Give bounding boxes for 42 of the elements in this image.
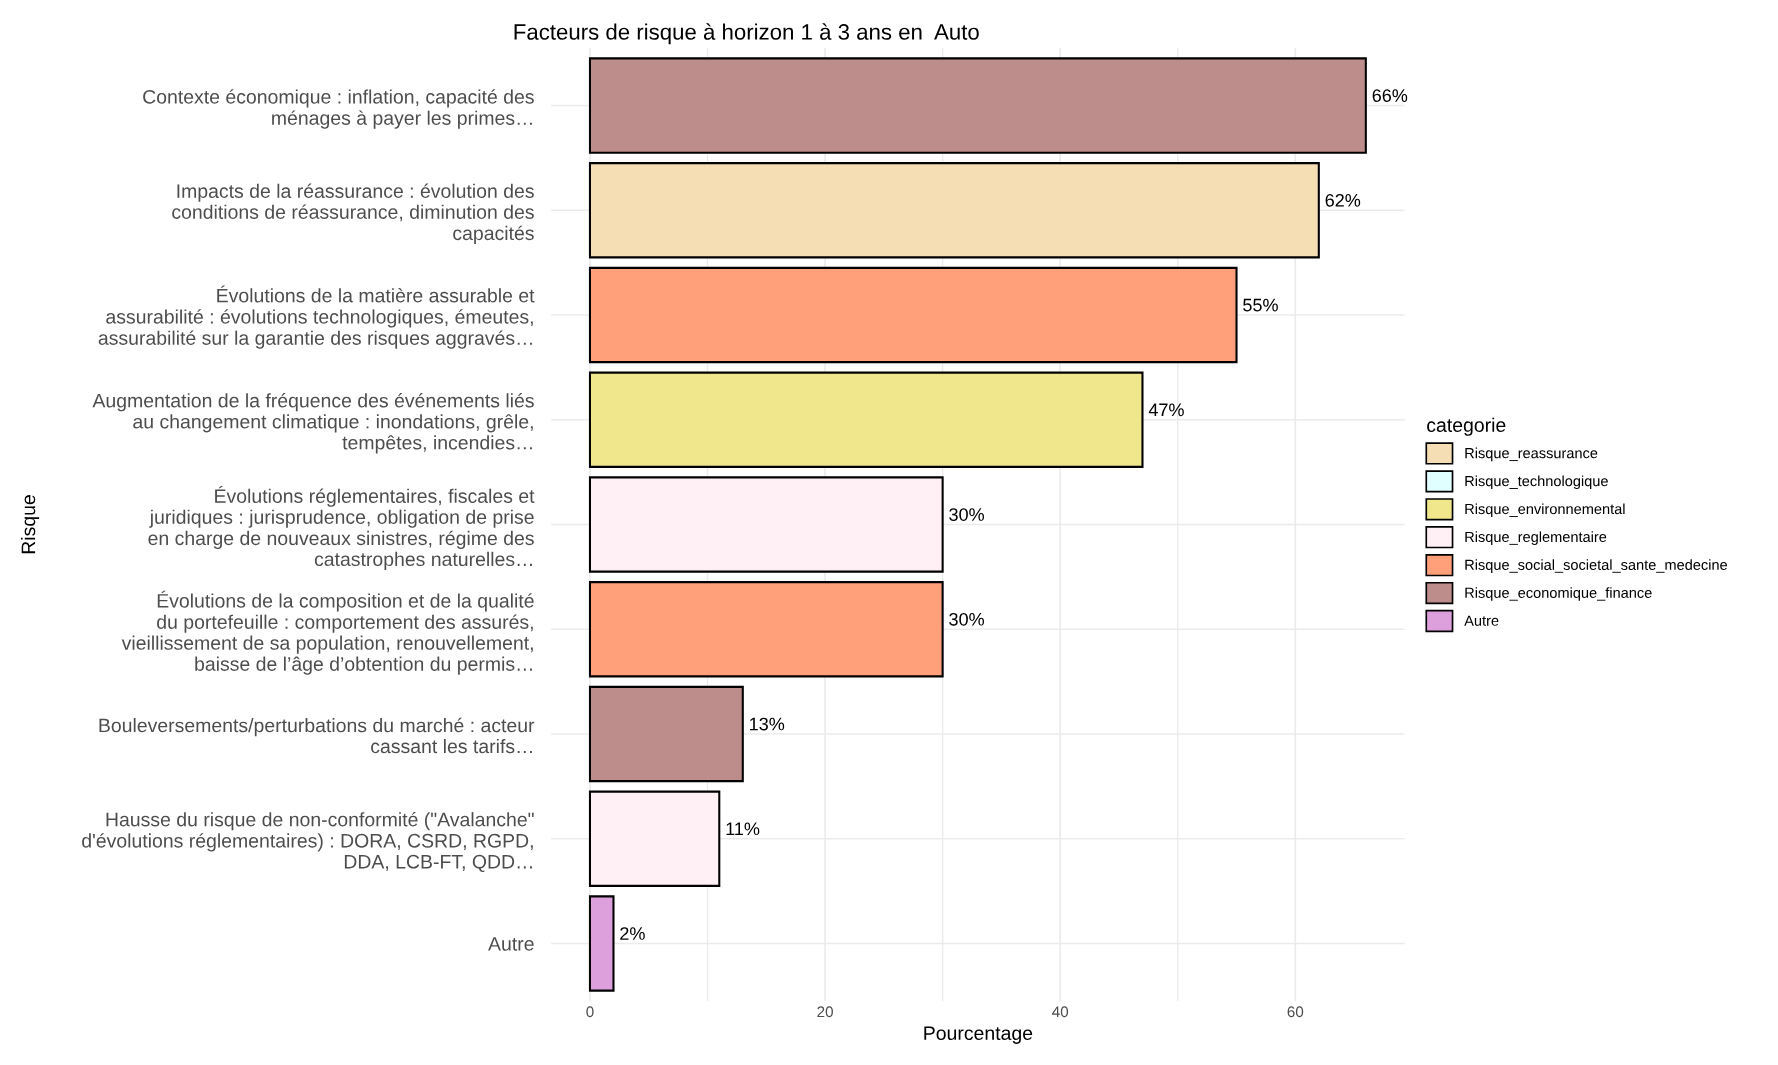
y-tick-label: Évolutions réglementaires, fiscales et juridiques : jurisprudence, obligation de prise en charge de nouveaux sinistres, régime des catastrophes naturelles…	[148, 485, 535, 570]
bar	[588, 266, 1238, 364]
y-tick-label: Hausse du risque de non-conformité ("Avalanche" d'évolutions réglementaires) : DORA, CSRD, RGPD, DDA, LCB-FT, QDD…	[82, 811, 534, 873]
data-label: 13%	[750, 717, 785, 731]
data-label: 11%	[726, 822, 760, 836]
y-tick-label: Contexte économique : inflation, capacité des ménages à payer les primes…	[143, 89, 534, 129]
x-axis-title: Pourcentage	[924, 1026, 1033, 1044]
bar	[588, 581, 944, 678]
data-label: 2%	[620, 927, 645, 940]
data-label: 30%	[949, 508, 985, 521]
bar	[588, 57, 1367, 154]
x-tick-label: 60	[1287, 1006, 1304, 1018]
legend-label: Risque_reglementaire	[1465, 531, 1607, 545]
legend-label: Autre	[1464, 615, 1499, 626]
bar	[588, 685, 744, 783]
bar	[588, 371, 1144, 468]
chart-title: Facteurs de risque à horizon 1 à 3 ans en Auto	[514, 23, 979, 45]
x-tick-label: 40	[1052, 1006, 1069, 1018]
y-tick-label: Bouleversements/perturbations du marché : acteur cassant les tarifs…	[99, 717, 535, 754]
bar	[588, 790, 721, 887]
y-tick-label: Augmentation de la fréquence des événements liés au changement climatique : inondations, grêle, tempêtes, incendies…	[92, 393, 534, 454]
legend-title: categorie	[1427, 417, 1506, 436]
bar	[588, 476, 944, 573]
legend-label: Risque_technologique	[1465, 475, 1608, 490]
data-label: 62%	[1325, 193, 1361, 207]
y-tick-label: Évolutions de la matière assurable et assurabilité : évolutions technologiques, émeutes, assurabilité sur la garantie des risques aggravés…	[98, 285, 535, 349]
legend-label: Risque_reassurance	[1465, 447, 1598, 462]
bar	[588, 895, 615, 992]
legend-label: Risque_social_societal_sante_medecine	[1465, 559, 1728, 573]
y-tick-label: Autre	[488, 937, 534, 951]
x-tick-label: 20	[817, 1006, 833, 1018]
data-label: 30%	[949, 612, 985, 626]
y-tick-label: Évolutions de la composition et de la qualité du portefeuille : comportement des assurés, vieillissement de sa population, renouvellement, baisse de l’âge d’obtention du permis…	[121, 590, 534, 675]
data-label: 66%	[1372, 89, 1408, 102]
legend-label: Risque_environnemental	[1465, 503, 1625, 518]
y-tick-label: Impacts de la réassurance : évolution des conditions de réassurance, diminution des capacités	[172, 183, 534, 244]
bar	[588, 162, 1320, 259]
data-label: 55%	[1243, 298, 1278, 312]
y-axis-title: Risque	[20, 495, 40, 554]
x-tick-label: 0	[586, 1006, 594, 1018]
legend-label: Risque_economique_finance	[1465, 587, 1652, 601]
data-label: 47%	[1148, 403, 1184, 417]
